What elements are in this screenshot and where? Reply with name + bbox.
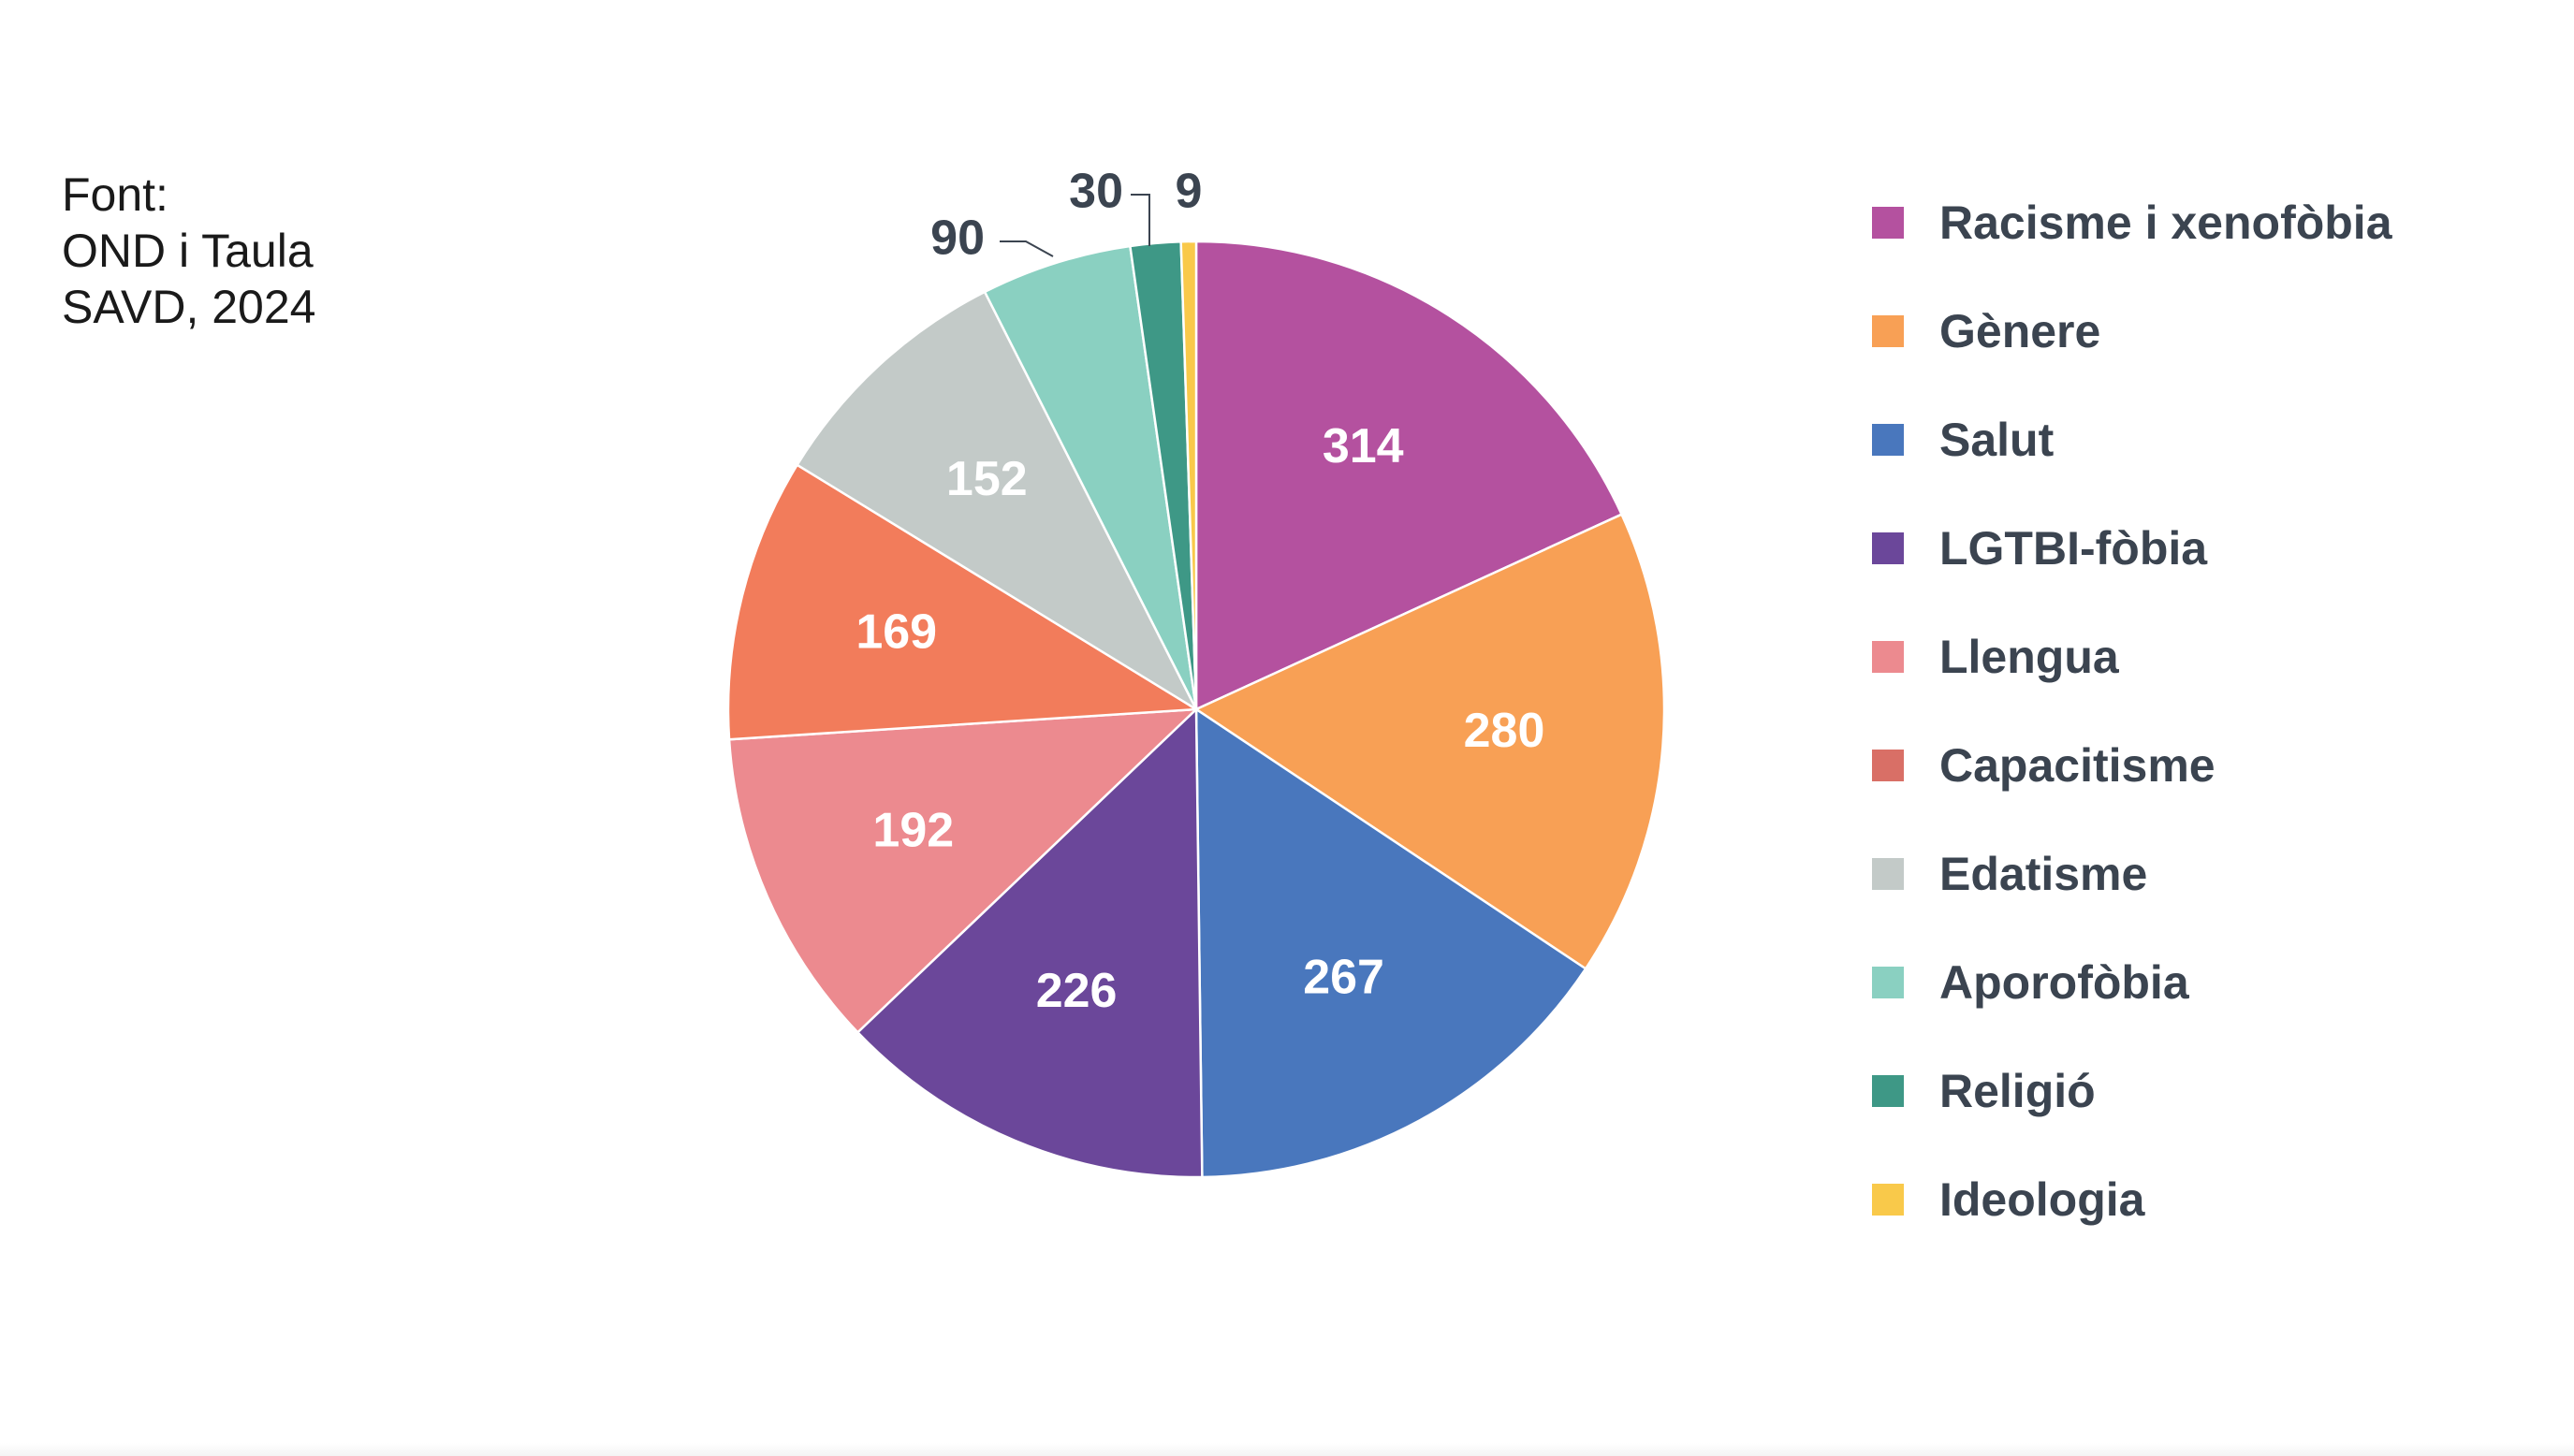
- legend-item-religio[interactable]: Religió: [1872, 1037, 2392, 1145]
- legend-swatch: [1872, 315, 1904, 347]
- legend-item-ideologia[interactable]: Ideologia: [1872, 1145, 2392, 1254]
- legend-label: LGTBI-fòbia: [1939, 522, 2208, 575]
- legend-item-genere[interactable]: Gènere: [1872, 277, 2392, 386]
- legend-label: Salut: [1939, 414, 2055, 466]
- source-note-line-2: OND i Taula: [62, 225, 314, 277]
- legend-item-lgtbi-fobia[interactable]: LGTBI-fòbia: [1872, 494, 2392, 603]
- bottom-divider: [0, 1443, 2574, 1456]
- data-label-aporofobia: 90: [930, 211, 985, 266]
- legend-label: Gènere: [1939, 305, 2101, 357]
- legend-swatch: [1872, 424, 1904, 456]
- legend-item-aporofobia[interactable]: Aporofòbia: [1872, 928, 2392, 1037]
- source-note-line-3: SAVD, 2024: [62, 281, 316, 333]
- legend-swatch: [1872, 1075, 1904, 1107]
- legend-item-capacitisme[interactable]: Capacitisme: [1872, 711, 2392, 820]
- data-label-religio: 30: [1069, 165, 1123, 219]
- pie-slice-racisme-i-xenofobia[interactable]: [1194, 240, 1623, 711]
- leader-line-aporofobia: [1000, 240, 1054, 257]
- leader-line-religio: [1131, 194, 1150, 246]
- legend-label: Capacitisme: [1939, 739, 2216, 792]
- data-label-lgtbi-fobia: 226: [1036, 964, 1118, 1018]
- legend-swatch: [1872, 207, 1904, 239]
- legend-label: Edatisme: [1939, 848, 2148, 900]
- source-note-line-1: Font:: [62, 168, 168, 221]
- legend-label: Ideologia: [1939, 1173, 2145, 1226]
- pie-slice-genere[interactable]: [1194, 513, 1666, 970]
- data-label-racisme-i-xenofobia: 314: [1323, 419, 1404, 473]
- pie-slice-llengua[interactable]: [727, 707, 1198, 1034]
- data-label-edatisme: 152: [946, 452, 1028, 506]
- pie-slice-aporofobia[interactable]: [983, 244, 1198, 711]
- data-label-genere: 280: [1464, 704, 1545, 758]
- legend-item-edatisme[interactable]: Edatisme: [1872, 820, 2392, 928]
- chart-legend: Racisme i xenofòbia Gènere Salut LGTBI-fòbi…: [1872, 168, 2392, 1254]
- pie-slice-salut[interactable]: [1194, 707, 1587, 1179]
- legend-label: Aporofòbia: [1939, 956, 2189, 1009]
- legend-swatch: [1872, 750, 1904, 781]
- pie-slice-edatisme[interactable]: [796, 290, 1198, 711]
- legend-label: Religió: [1939, 1065, 2096, 1117]
- source-note: Font: OND i Taula SAVD, 2024: [62, 167, 315, 335]
- legend-swatch: [1872, 858, 1904, 890]
- data-label-capacitisme: 169: [856, 604, 937, 659]
- data-label-ideologia: 9: [1176, 165, 1203, 219]
- legend-item-racisme-i-xenofobia[interactable]: Racisme i xenofòbia: [1872, 168, 2392, 277]
- pie-slice-capacitisme[interactable]: [726, 463, 1198, 741]
- legend-swatch: [1872, 967, 1904, 998]
- legend-label: Racisme i xenofòbia: [1939, 197, 2392, 249]
- data-label-salut: 267: [1303, 951, 1384, 1005]
- legend-swatch: [1872, 532, 1904, 564]
- legend-item-salut[interactable]: Salut: [1872, 386, 2392, 494]
- legend-swatch: [1872, 1184, 1904, 1216]
- pie-slice-ideologia[interactable]: [1179, 240, 1198, 711]
- legend-item-llengua[interactable]: Llengua: [1872, 603, 2392, 711]
- legend-swatch: [1872, 641, 1904, 673]
- pie-slice-lgtbi-fobia[interactable]: [856, 707, 1204, 1179]
- data-label-llengua: 192: [872, 803, 954, 857]
- legend-label: Llengua: [1939, 631, 2119, 683]
